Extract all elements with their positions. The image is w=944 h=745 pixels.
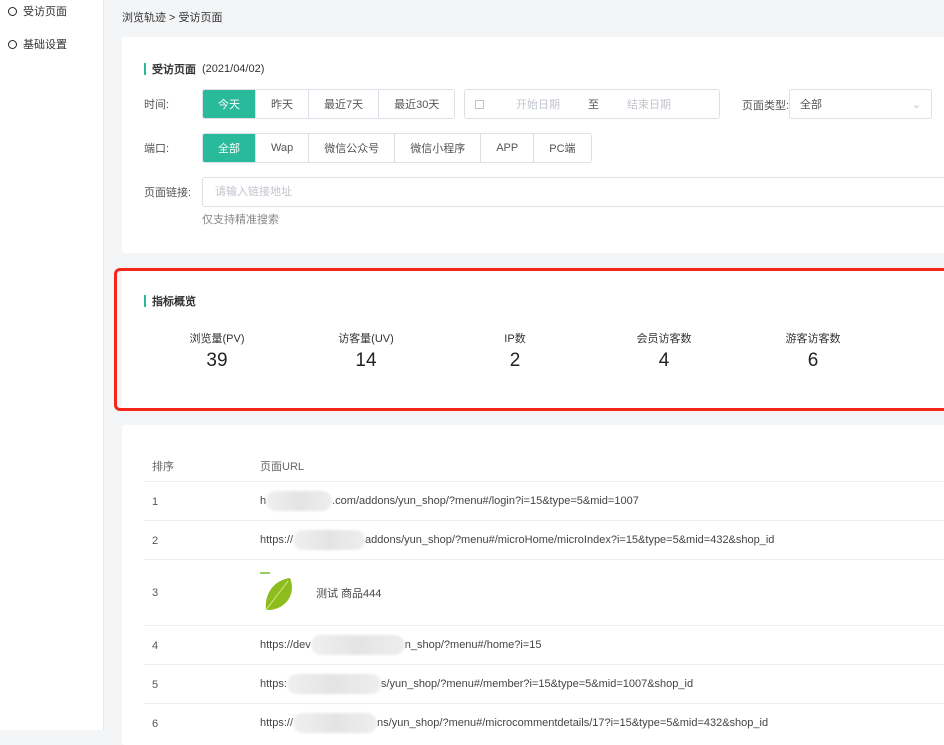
title-text: 指标概览 [152,296,196,308]
sidebar-item-basic-settings[interactable]: 基础设置 [8,36,67,52]
url[interactable]: https: s/yun_shop/?menu#/member?i=15&type… [260,674,693,694]
url-prefix: https://dev [260,639,311,651]
range-separator: 至 [588,99,599,111]
stat-member: 会员访客数 4 [604,330,724,372]
url-table: 排序 页面URL 1 h .com/addons/yun_shop/?menu#/l… [122,425,944,745]
link-hint: 仅支持精准搜索 [202,214,279,226]
url[interactable]: https://dev n_shop/?menu#/home?i=15 [260,635,541,655]
port-wechat-miniprogram-button[interactable]: 微信小程序 [394,134,480,162]
stat-pv: 浏览量(PV) 39 [157,330,277,372]
link-label: 页面链接: [144,187,192,199]
rank: 6 [152,718,159,730]
port-label: 端口: [144,143,170,155]
header-rank: 排序 [152,461,174,473]
leaf-product-image [260,572,292,611]
url-suffix: n_shop/?menu#/home?i=15 [404,639,542,651]
url-prefix: https:// [260,534,294,546]
url-prefix: h [260,495,267,507]
stat-uv: 访客量(UV) 14 [306,330,426,372]
stat-value: 4 [658,350,670,371]
product-name: 测试 商品444 [316,588,382,600]
rank: 3 [152,587,159,599]
table-row: 3 测试 商品444 [144,559,944,625]
url-prefix: https:// [260,717,294,729]
time-label: 时间: [144,99,170,111]
stat-value: 2 [509,350,521,371]
page-type-value: 全部 [800,99,822,111]
circle-icon [8,6,17,16]
url[interactable]: https:// addons/yun_shop/?menu#/microHome… [260,530,774,550]
url-suffix: ns/yun_shop/?menu#/microcommentdetails/1… [377,717,769,729]
url-suffix: addons/yun_shop/?menu#/microHome/microIn… [365,534,775,546]
url-prefix: https: [260,678,287,690]
sidebar-item-label: 受访页面 [23,6,67,18]
time-options: 今天 昨天 最近7天 最近30天 [202,89,456,119]
rank: 4 [152,640,159,652]
title-text: 受访页面 [152,64,196,76]
page-type-select[interactable]: 全部 ⌄ [789,89,932,119]
port-wap-button[interactable]: Wap [255,134,308,162]
rank: 2 [152,535,159,547]
redaction [310,635,405,655]
time-7days-button[interactable]: 最近7天 [308,90,378,118]
port-pc-button[interactable]: PC端 [533,134,590,162]
stat-label: 游客访客数 [785,333,841,345]
header-url: 页面URL [260,461,305,473]
chevron-down-icon: ⌄ [911,98,921,111]
rank: 1 [152,496,159,508]
time-30days-button[interactable]: 最近30天 [378,90,454,118]
url-suffix: s/yun_shop/?menu#/member?i=15&type=5&mid… [380,678,694,690]
sidebar-item-visited-pages[interactable]: 受访页面 [8,3,67,19]
redaction [293,530,366,550]
time-row: 时间: 今天 昨天 最近7天 最近30天 [144,89,456,119]
time-today-button[interactable]: 今天 [203,90,255,118]
table-row: 2 https:// addons/yun_shop/?menu#/microHom… [144,520,944,559]
date-text: (2021/04/02) [202,63,265,75]
table-row: 4 https://dev n_shop/?menu#/home?i=15 [144,625,944,664]
url[interactable]: https:// ns/yun_shop/?menu#/microcommentd… [260,713,768,733]
section-title: 指标概览 [144,293,196,309]
redaction [286,674,381,694]
start-date-input[interactable]: 开始日期 [516,99,560,111]
port-options: 全部 Wap 微信公众号 微信小程序 APP PC端 [202,133,592,163]
stat-value: 14 [355,350,377,371]
table-row: 6 https:// ns/yun_shop/?menu#/microcomment… [144,703,944,742]
port-wechat-official-button[interactable]: 微信公众号 [308,134,394,162]
overview-card: 指标概览 浏览量(PV) 39 访客量(UV) 14 IP数 2 会员访客数 4 游客访… [122,270,944,410]
port-all-button[interactable]: 全部 [203,134,255,162]
stat-label: 会员访客数 [636,333,692,345]
date-range-picker[interactable]: 开始日期 至 结束日期 [464,89,720,119]
url-suffix: .com/addons/yun_shop/?menu#/login?i=15&t… [332,495,639,507]
stat-ip: IP数 2 [455,330,575,372]
port-row: 端口: 全部 Wap 微信公众号 微信小程序 APP PC端 [144,133,592,163]
sidebar: 受访页面 基础设置 [0,0,104,730]
port-app-button[interactable]: APP [480,134,533,162]
time-yesterday-button[interactable]: 昨天 [255,90,308,118]
redaction [293,713,378,733]
table-row: 1 h .com/addons/yun_shop/?menu#/login?i=15… [144,481,944,520]
redaction [266,491,333,511]
product[interactable]: 测试 商品444 [260,572,381,614]
url[interactable]: h .com/addons/yun_shop/?menu#/login?i=15&… [260,491,639,511]
end-date-input[interactable]: 结束日期 [627,99,671,111]
filter-card: 受访页面 (2021/04/02) 时间: 今天 昨天 最近7天 最近30天 开始… [122,37,944,253]
calendar-icon [475,99,484,109]
stat-label: 浏览量(PV) [189,333,245,345]
breadcrumb: 浏览轨迹 > 受访页面 [122,12,223,24]
stat-value: 6 [807,350,819,371]
circle-icon [8,39,17,49]
sidebar-item-label: 基础设置 [23,39,67,51]
stat-label: IP数 [504,333,526,345]
link-row: 页面链接: [144,177,944,207]
section-title: 受访页面 (2021/04/02) [144,61,264,77]
stat-value: 39 [206,350,228,371]
stat-label: 访客量(UV) [338,333,394,345]
link-input[interactable] [202,177,944,207]
rank: 5 [152,679,159,691]
table-row: 5 https: s/yun_shop/?menu#/member?i=15&typ… [144,664,944,703]
highlight-box [114,268,944,411]
stat-guest: 游客访客数 6 [753,330,873,372]
page-type-label: 页面类型: [742,100,790,112]
